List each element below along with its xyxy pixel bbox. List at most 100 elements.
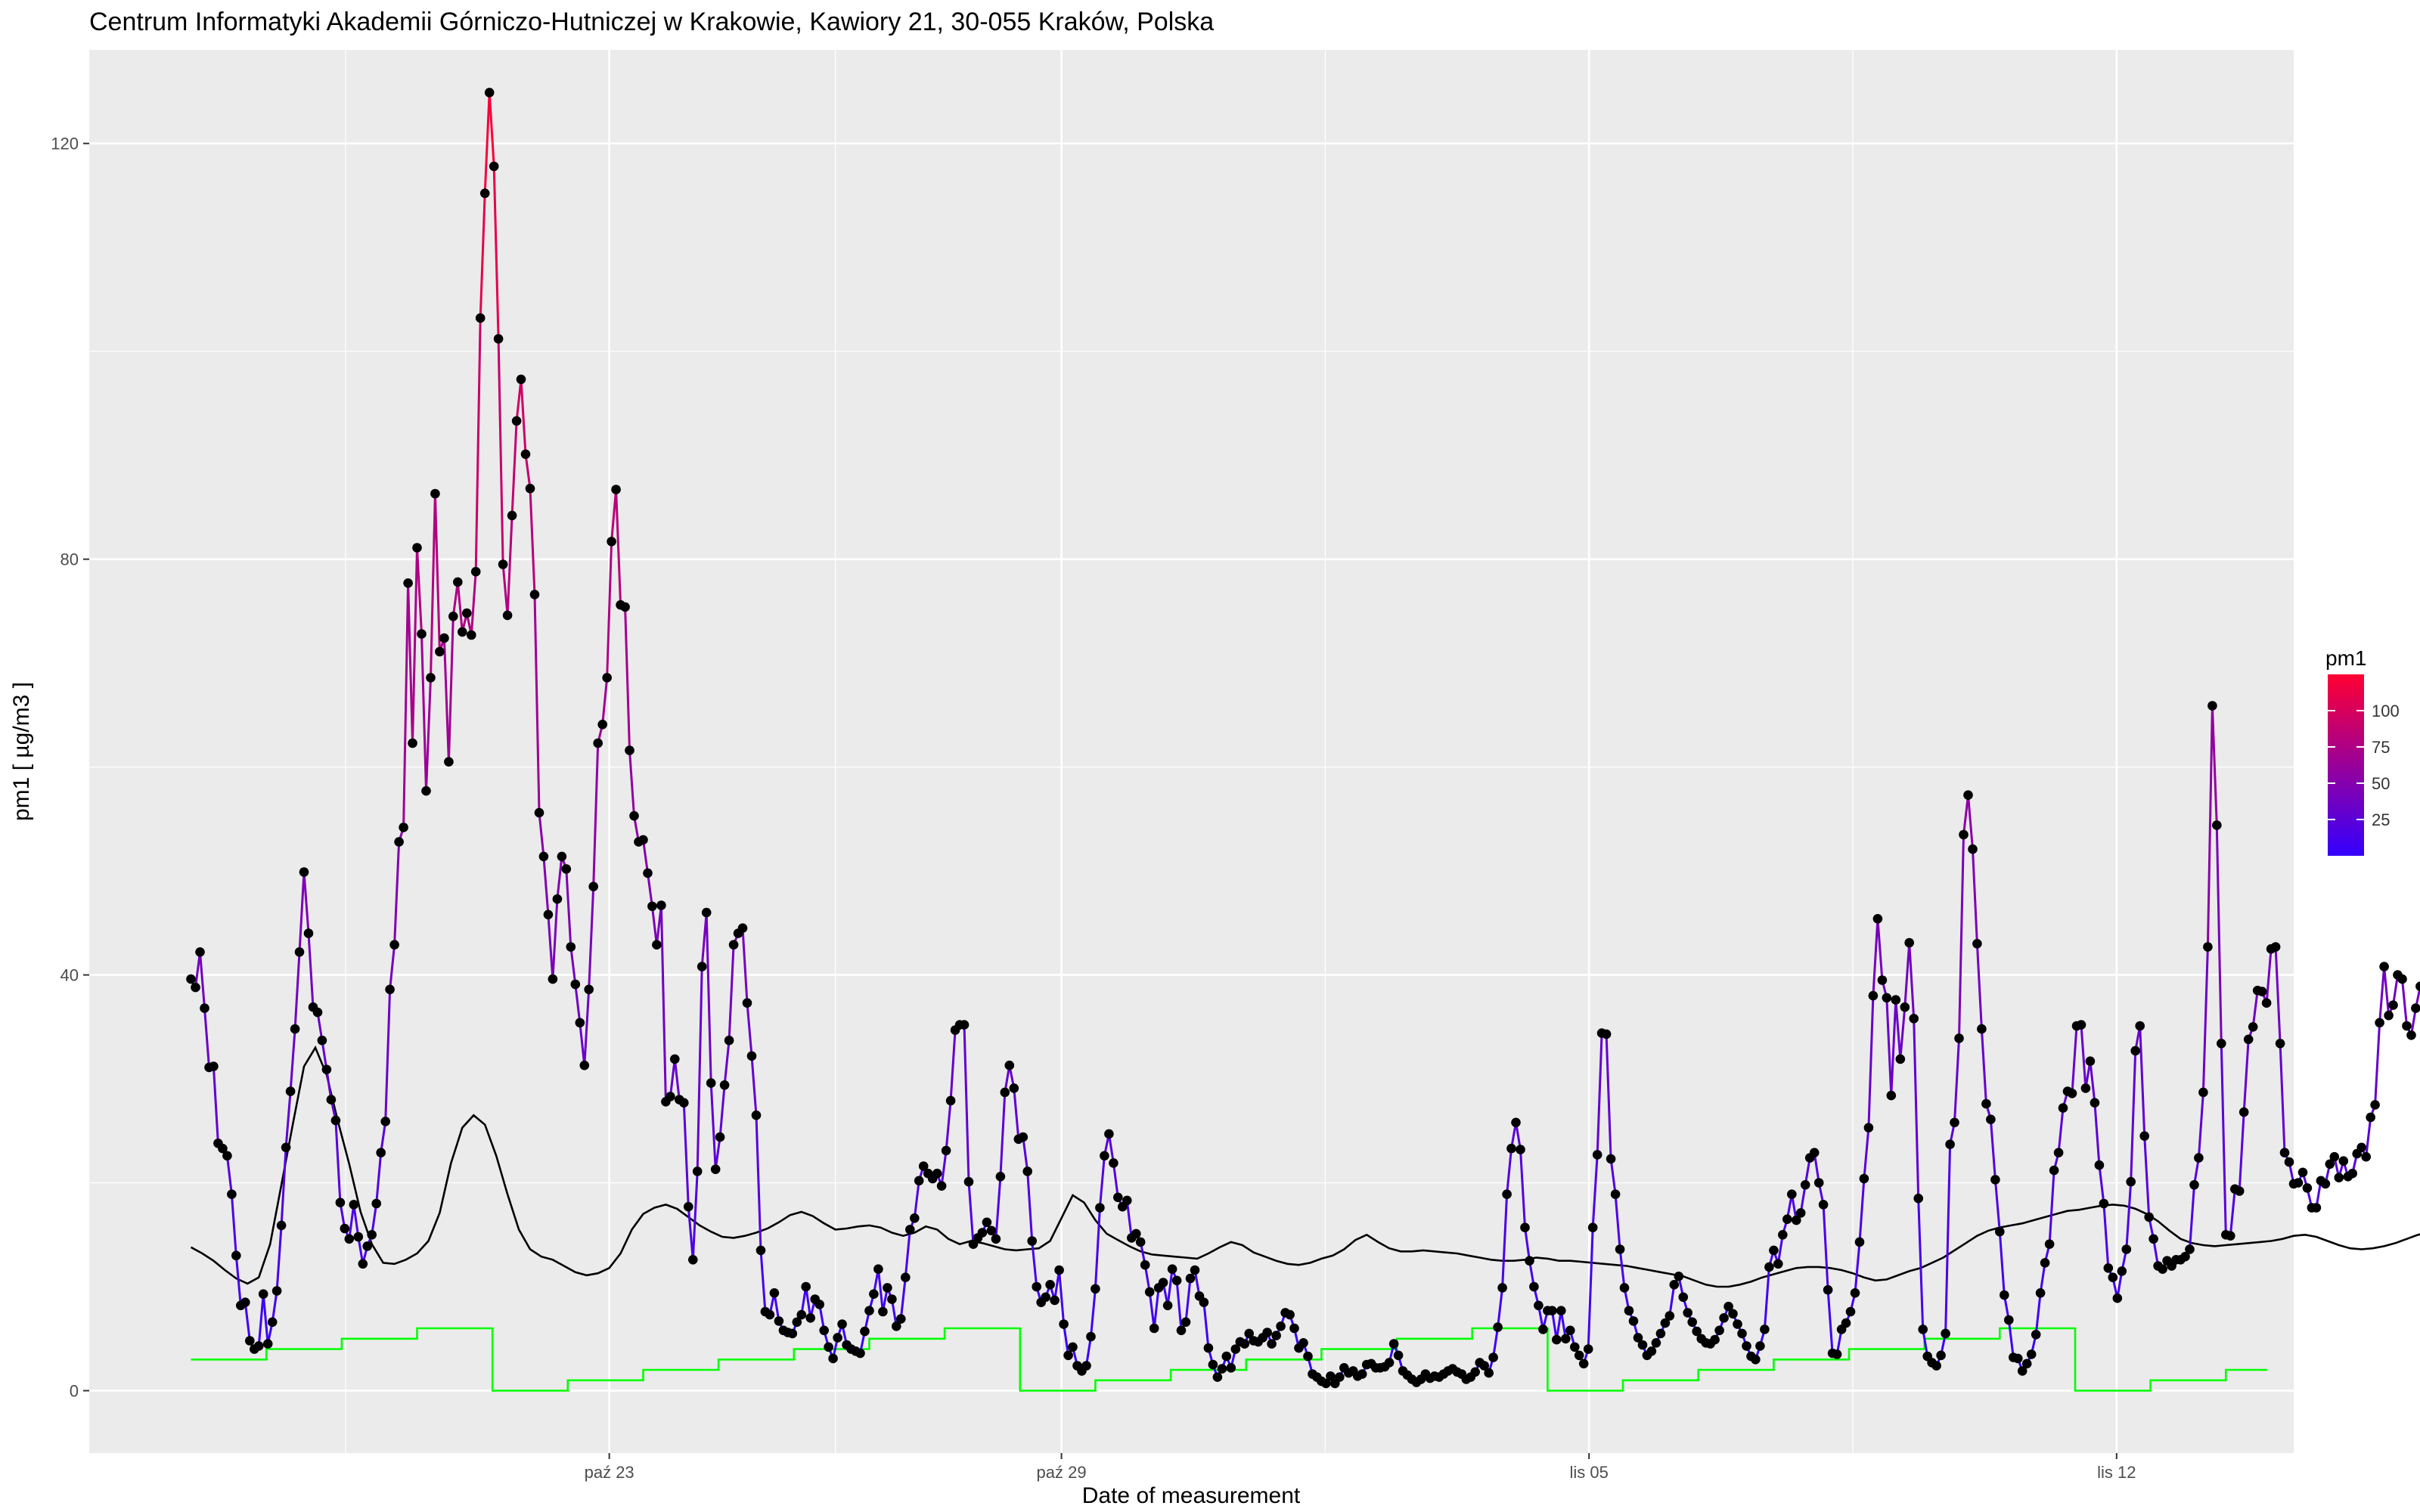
pm1-line-segment (2080, 1024, 2087, 1089)
pm1-point (1850, 1288, 1860, 1298)
pm1-point (2203, 942, 2213, 952)
pm1-point (1303, 1351, 1313, 1362)
pm1-point (1357, 1369, 1367, 1379)
pm1-point (1158, 1278, 1168, 1287)
pm1-line-segment (497, 337, 504, 565)
pm1-point (1823, 1284, 1833, 1295)
pm1-point (1171, 1275, 1182, 1286)
pm1-point (728, 940, 739, 950)
pm1-point (801, 1281, 811, 1292)
pm1-point (755, 1245, 766, 1256)
pm1-point (855, 1348, 865, 1359)
pm1-line-segment (556, 855, 563, 900)
pm1-point (828, 1353, 838, 1364)
pm1-point (1538, 1325, 1548, 1334)
pm1-point (299, 867, 309, 877)
pm1-line-segment (709, 1082, 717, 1171)
pm1-point (2040, 1258, 2050, 1268)
pm1-line-segment (659, 904, 667, 1103)
pm1-point (1863, 1123, 1874, 1132)
pm1-point (2004, 1315, 2014, 1325)
pm1-line-segment (1125, 1199, 1133, 1239)
pm1-line-segment (488, 91, 495, 168)
pm1-point (2366, 1112, 2375, 1123)
pm1-point (1104, 1129, 1114, 1139)
pm1-point (2189, 1180, 2199, 1190)
pm1-point (534, 807, 544, 818)
pm1-line-segment (2238, 1111, 2245, 1192)
pm1-point (737, 923, 748, 933)
pm1-line-segment (1917, 1197, 1925, 1331)
pm1-point (1792, 1215, 1801, 1225)
pm1-point (593, 738, 603, 748)
legend-tick-label: 50 (2372, 774, 2390, 793)
pm1-point (1525, 1256, 1534, 1266)
pm1-point (697, 962, 707, 971)
y-tick-label: 80 (60, 550, 79, 569)
pm1-line-segment (2211, 705, 2218, 827)
pm1-point (710, 1164, 721, 1174)
pm1-line-segment (2401, 978, 2408, 1027)
pm1-point (262, 1339, 273, 1349)
pm1-point (1936, 1350, 1946, 1361)
pm1-point (312, 1007, 323, 1018)
pm1-point (2238, 1107, 2249, 1117)
pm1-point (2058, 1103, 2068, 1113)
pm1-point (579, 1060, 590, 1070)
pm1-point (484, 88, 495, 98)
pm1-point (2139, 1131, 2149, 1141)
pm1-line-segment (2139, 1024, 2146, 1138)
pm1-point (819, 1325, 829, 1336)
pm1-point (394, 837, 404, 847)
pm1-point (814, 1300, 824, 1309)
pm1-point (1574, 1350, 1584, 1361)
pm1-line-segment (470, 570, 477, 637)
pm1-line-segment (1098, 1154, 1106, 1209)
pm1-line-segment (1609, 1157, 1617, 1196)
pm1-line-segment (230, 1193, 237, 1257)
pm1-line-segment (1492, 1326, 1500, 1359)
pm1-point (1606, 1154, 1616, 1164)
pm1-point (489, 161, 499, 172)
pm1-line-segment (529, 487, 536, 596)
pm1-line-segment (293, 950, 301, 1030)
pm1-point (520, 449, 531, 460)
pm1-point (2234, 1186, 2245, 1196)
pm1-line-segment (492, 165, 500, 340)
pm1-point (294, 947, 305, 957)
pm1-line-segment (963, 1024, 970, 1183)
pm1-line-segment (2378, 965, 2386, 1024)
pm1-line-segment (565, 867, 572, 948)
pm1-line-segment (1822, 1203, 1829, 1291)
pm1-point (1131, 1228, 1141, 1239)
pm1-line-segment (1031, 1240, 1038, 1288)
pm1-line-segment (1980, 1027, 1987, 1105)
pm1-point (1221, 1351, 1232, 1362)
pm1-point (222, 1151, 232, 1161)
pm1-point (2044, 1239, 2055, 1249)
pm1-point (1610, 1189, 1621, 1199)
pm1-line-segment (451, 581, 459, 618)
pm1-point (399, 823, 408, 832)
pm1-point (625, 745, 634, 755)
pm1-point (362, 1241, 373, 1251)
pm1-point (552, 894, 563, 904)
pm1-point (1212, 1372, 1223, 1382)
pm1-point (1795, 1208, 1806, 1218)
pm1-point (1561, 1334, 1571, 1344)
pm1-point (439, 633, 449, 643)
pm1-line-segment (2143, 1135, 2151, 1219)
pm1-point (805, 1313, 815, 1323)
pm1-line-segment (650, 905, 658, 947)
pm1-point (371, 1198, 382, 1209)
pm1-line-segment (542, 855, 550, 916)
pm1-point (2049, 1165, 2059, 1176)
pm1-line-segment (1202, 1301, 1210, 1349)
pm1-point (2284, 1157, 2294, 1167)
pm1-line-segment (1555, 1309, 1562, 1341)
pm1-point (588, 881, 598, 891)
pm1-point (873, 1264, 883, 1274)
pm1-point (340, 1223, 350, 1234)
pm1-point (1393, 1350, 1404, 1361)
